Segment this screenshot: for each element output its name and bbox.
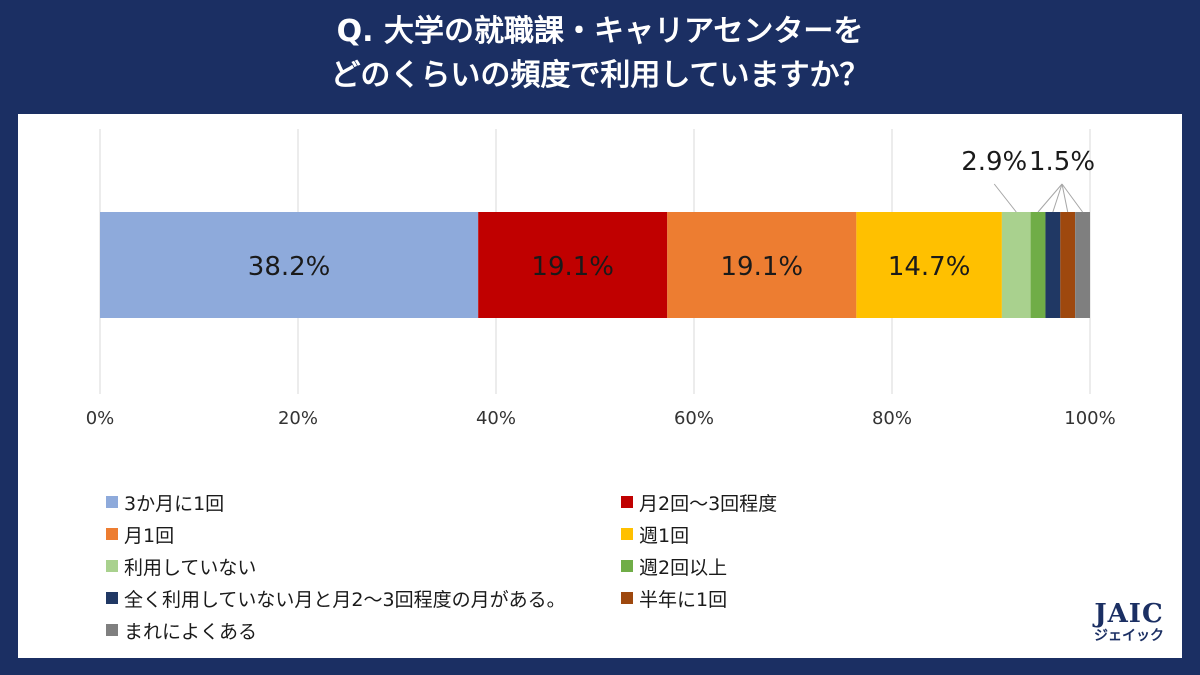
legend-item: まれによくある: [106, 616, 621, 644]
legend-item: 月2回〜3回程度: [621, 488, 841, 516]
bar-segment: [1030, 212, 1046, 318]
bar-segment: [100, 212, 479, 318]
x-tick-label: 80%: [872, 408, 912, 429]
jaic-logo: JAIC ジェイック: [1094, 600, 1164, 644]
leader-line: [1052, 183, 1063, 213]
data-label: 19.1%: [531, 252, 614, 282]
legend-swatch: [106, 560, 118, 572]
bar-segment: [1075, 212, 1090, 318]
legend-label: 月1回: [124, 524, 175, 547]
legend-item: 3か月に1回: [106, 488, 621, 516]
legend-label: 月2回〜3回程度: [639, 492, 778, 515]
legend-swatch: [621, 528, 633, 540]
bar-segment: [856, 212, 1002, 318]
legend-label: 半年に1回: [639, 588, 728, 611]
logo-text: JAIC: [1094, 599, 1164, 629]
legend-label: 週1回: [639, 524, 690, 547]
legend-item: 週1回: [621, 520, 841, 548]
legend-label: 3か月に1回: [124, 492, 225, 515]
legend-swatch: [106, 496, 118, 508]
data-label: 2.9%: [961, 147, 1027, 177]
chart-legend: 3か月に1回 月2回〜3回程度月1回 週1回利用していない 週2回以上全く利用していな…: [106, 488, 826, 644]
data-label: 1.5%: [1029, 147, 1095, 177]
leader-line: [993, 183, 1017, 213]
legend-item: 半年に1回: [621, 584, 841, 612]
legend-label: まれによくある: [124, 620, 258, 643]
legend-label: 全く利用していない月と月2〜3回程度の月がある。: [124, 588, 566, 611]
chart-panel: 38.2% 19.1% 19.1% 14.7% 2.9% 1.5% 0% 20% 40% 60%…: [18, 114, 1182, 658]
title-line-1: Q. 大学の就職課・キャリアセンターを: [336, 14, 864, 49]
legend-swatch: [106, 624, 118, 636]
legend-swatch: [621, 496, 633, 508]
data-label: 38.2%: [248, 252, 331, 282]
x-tick-label: 60%: [674, 408, 714, 429]
legend-swatch: [106, 592, 118, 604]
stacked-bar-chart: 38.2% 19.1% 19.1% 14.7% 2.9% 1.5% 0% 20% 40% 60%…: [86, 129, 1116, 429]
data-label: 19.1%: [721, 252, 804, 282]
leader-line: [1061, 183, 1083, 213]
bar-segment: [1060, 212, 1076, 318]
x-tick-label: 0%: [86, 408, 115, 429]
x-tick-label: 100%: [1064, 408, 1115, 429]
legend-swatch: [621, 592, 633, 604]
leader-line: [1061, 183, 1069, 213]
bar-segment: [667, 212, 857, 318]
legend-swatch: [621, 560, 633, 572]
bar-segment: [1045, 212, 1061, 318]
bar-segment: [1001, 212, 1031, 318]
legend-item: 利用していない: [106, 552, 621, 580]
bar-segment: [478, 212, 668, 318]
legend-label: 週2回以上: [639, 556, 728, 579]
title-line-2: どのくらいの頻度で利用していますか？: [330, 58, 870, 93]
logo-subtext: ジェイック: [1094, 628, 1164, 644]
legend-label: 利用していない: [124, 556, 257, 579]
legend-item: 全く利用していない月と月2〜3回程度の月がある。: [106, 584, 621, 612]
x-tick-label: 40%: [476, 408, 516, 429]
legend-swatch: [106, 528, 118, 540]
legend-item: 月1回: [106, 520, 621, 548]
legend-item: 週2回以上: [621, 552, 841, 580]
x-tick-label: 20%: [278, 408, 318, 429]
chart-title: Q. 大学の就職課・キャリアセンターを どのくらいの頻度で利用していますか？: [0, 10, 1200, 98]
leader-line: [1037, 183, 1063, 213]
data-label: 14.7%: [888, 252, 971, 282]
